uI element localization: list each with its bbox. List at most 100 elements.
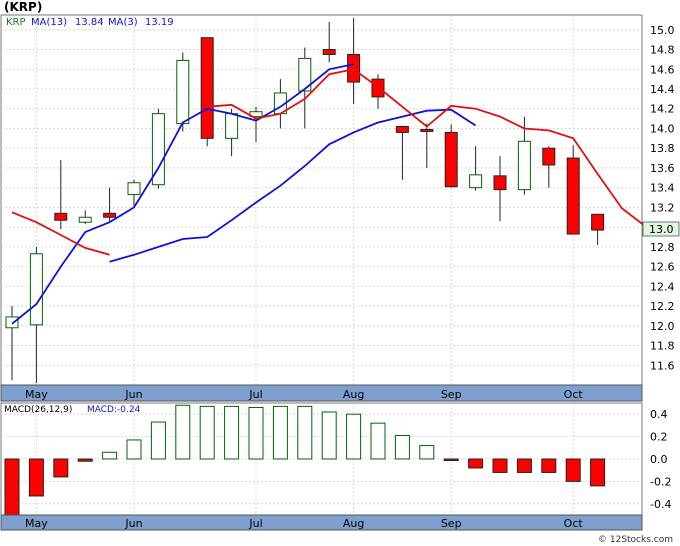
candle-up (249, 111, 263, 118)
macd-legend-label: MACD(26,12,9) (4, 405, 72, 415)
candle-up (225, 113, 239, 139)
macd-bar-positive (272, 405, 288, 460)
price-y-tick-label: 12.2 (650, 300, 675, 313)
legend-ma13-label: MA(13) (31, 17, 67, 28)
macd-bar-positive (248, 406, 264, 460)
macd-y-tick-label: -0.2 (650, 475, 671, 488)
candle-up (151, 113, 165, 186)
macd-x-tick-label: Sep (441, 517, 462, 530)
price-y-tick-label: 12.0 (650, 320, 675, 333)
macd-bar-positive (175, 404, 191, 460)
watermark: © 12Stocks.com (598, 535, 673, 545)
price-y-tick-label: 14.0 (650, 122, 675, 135)
macd-bar-positive (150, 421, 166, 460)
price-x-tick-label: Oct (564, 388, 584, 401)
legend-ma3-value: 13.19 (145, 17, 174, 28)
candle-up (298, 57, 312, 92)
macd-x-tick-label: Jul (248, 517, 262, 530)
last-price-value: 13.0 (649, 223, 674, 236)
macd-bar-positive (126, 439, 142, 460)
macd-bar-positive (419, 445, 435, 460)
macd-bar-negative (77, 458, 93, 462)
macd-bar-positive (394, 434, 410, 460)
ma-line (11, 211, 110, 256)
candle-down (493, 175, 507, 191)
macd-bar-negative (53, 458, 69, 478)
candle-down (322, 49, 336, 55)
candle-up (176, 59, 190, 125)
moving-average-lines (11, 63, 647, 325)
price-y-tick-label: 12.8 (650, 241, 675, 254)
macd-bar-positive (224, 405, 240, 460)
macd-bar-positive (297, 405, 313, 460)
price-y-axis: 11.6 11.8 12.0 12.2 12.4 12.6 12.8 13.0 13.2 13.4… (650, 24, 675, 372)
candle-down (54, 212, 68, 221)
price-y-tick-label: 14.6 (650, 63, 675, 76)
price-x-tick-label: Aug (343, 388, 364, 401)
candle-up (469, 174, 483, 189)
candlesticks (5, 17, 605, 384)
candle-down (347, 53, 361, 83)
macd-y-tick-label: 0.4 (650, 408, 668, 421)
price-y-tick-label: 13.8 (650, 142, 675, 155)
candle-down (444, 131, 458, 188)
candle-up (5, 316, 19, 329)
macd-bar-negative (516, 458, 532, 473)
candle-down (103, 212, 117, 218)
legend-symbol: KRP (6, 17, 26, 28)
price-y-tick-label: 13.2 (650, 201, 675, 214)
price-panel (0, 14, 643, 386)
candle-down (591, 213, 605, 231)
price-y-tick-label: 14.8 (650, 44, 675, 57)
price-date-axis-band (0, 384, 643, 402)
macd-y-tick-label: 0.0 (650, 453, 668, 466)
legend-ma13-value: 13.84 (75, 17, 104, 28)
candle-down (200, 37, 214, 139)
macd-bar-negative (541, 458, 557, 473)
candle-up (517, 140, 531, 191)
price-y-tick-label: 13.6 (650, 162, 675, 175)
ma-line (207, 68, 647, 228)
legend-ma3-label: MA(3) (108, 17, 138, 28)
macd-bar-positive (321, 411, 337, 460)
macd-x-tick-label: Jun (124, 517, 142, 530)
candle-up (29, 253, 43, 326)
macd-bar-negative (492, 458, 508, 473)
price-y-tick-label: 13.4 (650, 182, 675, 195)
macd-bar-positive (102, 451, 118, 460)
price-y-tick-label: 12.4 (650, 280, 675, 293)
macd-y-tick-label: -0.4 (650, 498, 671, 511)
macd-bar-negative (28, 458, 44, 497)
macd-bar-positive (370, 422, 386, 460)
macd-bar-negative (590, 458, 606, 487)
price-x-tick-label: Jul (248, 388, 262, 401)
macd-bar-positive (199, 405, 215, 460)
candle-down (542, 147, 556, 166)
macd-x-tick-label: Aug (343, 517, 364, 530)
candle-up (127, 182, 141, 196)
price-y-tick-label: 11.6 (650, 359, 675, 372)
macd-bar-negative (565, 458, 581, 482)
ma-line (109, 108, 477, 263)
macd-x-axis: May Jun Jul Aug Sep Oct (25, 517, 583, 530)
macd-x-tick-label: May (25, 517, 48, 530)
macd-bar-negative (443, 458, 459, 461)
price-x-tick-label: May (25, 388, 48, 401)
macd-y-tick-label: 0.2 (650, 431, 668, 444)
candle-down (420, 128, 434, 132)
price-x-tick-label: Jun (124, 388, 142, 401)
price-y-tick-label: 15.0 (650, 24, 675, 37)
macd-x-tick-label: Oct (564, 517, 584, 530)
ma-line (11, 63, 354, 325)
macd-bar-negative (468, 458, 484, 469)
candle-down (395, 125, 409, 133)
price-y-tick-label: 11.8 (650, 340, 675, 353)
macd-bar-positive (346, 413, 362, 460)
price-y-tick-label: 14.2 (650, 103, 675, 116)
price-x-tick-label: Sep (441, 388, 462, 401)
price-gridlines (1, 15, 642, 385)
macd-bar-negative (4, 458, 20, 519)
last-price-tag: 13.0 (642, 221, 680, 237)
price-y-tick-label: 12.6 (650, 261, 675, 274)
